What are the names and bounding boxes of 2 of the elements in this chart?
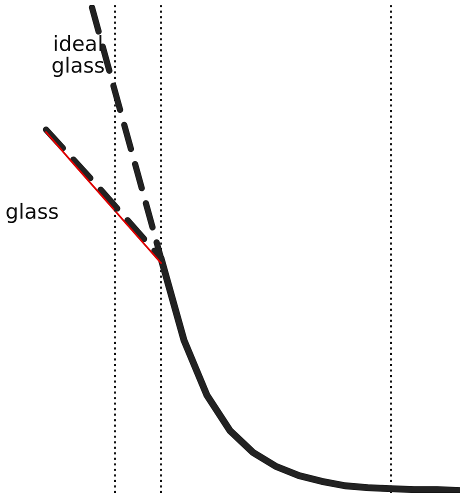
series-label: ideal glass xyxy=(52,35,104,77)
series-label: glass xyxy=(6,202,58,224)
